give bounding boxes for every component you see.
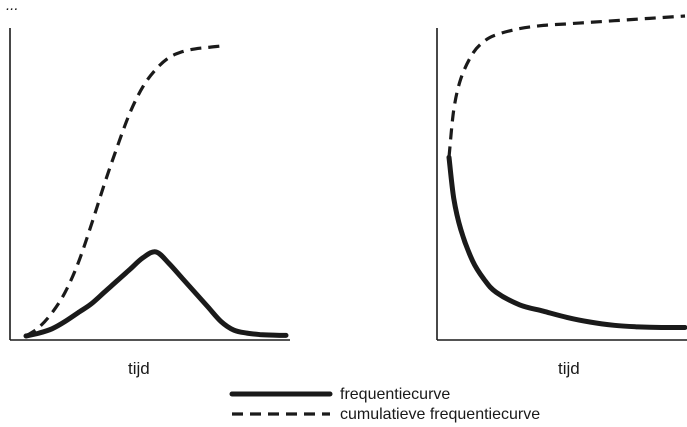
right-series-cumulatieve-frequentiecurve <box>447 14 686 158</box>
right-series-frequentiecurve <box>446 154 687 331</box>
legend-label-frequentiecurve: frequentiecurve <box>340 386 450 403</box>
chart-left: tijd <box>9 28 290 378</box>
chart-right: tijd <box>436 14 687 378</box>
left-series-cumulatieve-frequentiecurve <box>25 44 222 338</box>
legend-label-cumulatieve: cumulatieve frequentiecurve <box>340 406 540 423</box>
legend: frequentiecurve cumulatieve frequentiecu… <box>229 386 540 423</box>
x-axis-label-left: tijd <box>128 359 150 378</box>
x-axis-label-right: tijd <box>558 359 580 378</box>
left-series-frequentiecurve <box>23 249 289 339</box>
top-text-fragment: ... <box>6 0 19 14</box>
